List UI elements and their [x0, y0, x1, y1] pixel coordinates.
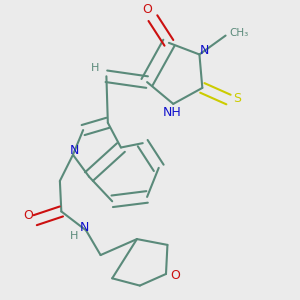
Text: N: N [80, 221, 89, 234]
Text: NH: NH [162, 106, 181, 119]
Text: N: N [200, 44, 209, 58]
Text: O: O [23, 209, 33, 222]
Text: H: H [70, 231, 79, 241]
Text: H: H [91, 63, 99, 73]
Text: O: O [170, 269, 180, 282]
Text: N: N [70, 144, 80, 157]
Text: S: S [232, 92, 241, 106]
Text: CH₃: CH₃ [229, 28, 248, 38]
Text: O: O [142, 4, 152, 16]
